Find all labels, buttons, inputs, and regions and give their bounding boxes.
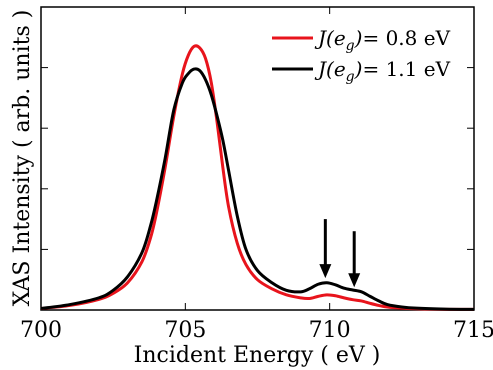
- x-tick-labels: 700 705 710 715: [20, 318, 493, 343]
- x-axis-label: Incident Energy ( eV ): [134, 343, 381, 368]
- legend-entry-red: J(eg)= 0.8 eV: [314, 26, 451, 54]
- axis-ticks: [40, 6, 475, 310]
- annotation-arrow-0: [319, 219, 332, 279]
- series-line-1: [40, 67, 475, 311]
- x-tick-label-2: 710: [309, 318, 351, 343]
- legend: J(eg)= 0.8 eV J(eg)= 1.1 eV: [272, 26, 451, 85]
- series-line-0: [40, 44, 475, 311]
- series-lines: [40, 44, 475, 311]
- x-tick-label-1: 705: [164, 318, 206, 343]
- annotation-arrow-1: [348, 231, 361, 288]
- peak-arrows: [319, 219, 361, 288]
- y-axis-label: XAS Intensity ( arb. units ): [10, 10, 35, 307]
- plot-frame: [40, 6, 475, 311]
- x-tick-label-3: 715: [453, 318, 493, 343]
- x-tick-label-0: 700: [20, 318, 62, 343]
- legend-entry-black: J(eg)= 1.1 eV: [314, 57, 451, 85]
